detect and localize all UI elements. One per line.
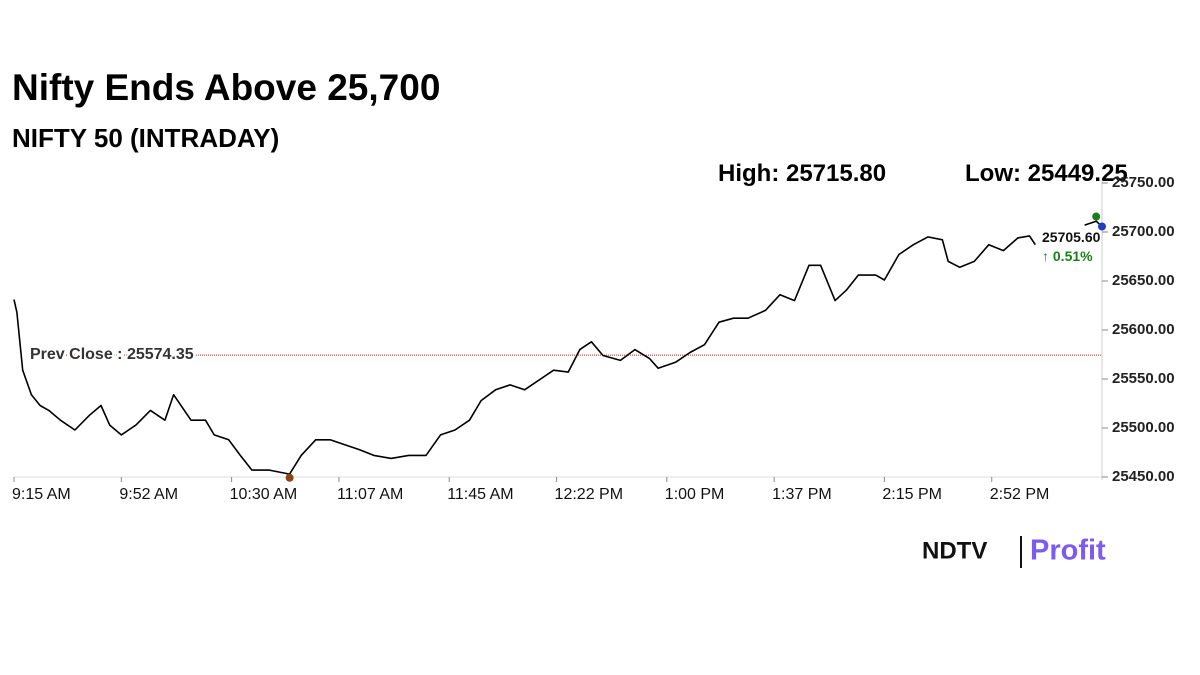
x-tick-label: 1:00 PM — [665, 486, 725, 503]
x-tick-label: 2:15 PM — [882, 486, 942, 503]
y-tick-label: 25600.00 — [1112, 321, 1175, 338]
x-tick-label: 11:07 AM — [337, 486, 403, 503]
last-marker — [1098, 222, 1106, 231]
brand-ndtv: NDTV — [922, 537, 987, 564]
y-tick-label: 25550.00 — [1112, 370, 1175, 387]
x-tick-label: 9:15 AM — [12, 486, 71, 503]
x-tick-label: 12:22 PM — [555, 486, 623, 503]
low-text: Low: 25449.25 — [965, 160, 1128, 187]
prev-close-label: Prev Close : — [30, 346, 122, 363]
y-tick-label: 25700.00 — [1112, 223, 1175, 240]
x-tick-label: 2:52 PM — [990, 486, 1050, 503]
y-tick-label: 25750.00 — [1112, 174, 1175, 191]
low-marker — [285, 473, 294, 482]
y-tick-label: 25500.00 — [1112, 419, 1175, 436]
chart-subtitle: NIFTY 50 (INTRADAY) — [12, 123, 279, 153]
high-value: 25715.80 — [786, 160, 886, 187]
change-value: ↑ 0.51% — [1042, 248, 1093, 264]
y-tick-label: 25650.00 — [1112, 272, 1175, 289]
last-value: 25705.60 — [1042, 229, 1101, 245]
high-label: High: — [718, 160, 779, 187]
prev-close-text: Prev Close : 25574.35 — [30, 346, 194, 363]
low-label: Low: — [965, 160, 1021, 187]
x-tick-label: 10:30 AM — [230, 486, 298, 503]
low-value: 25449.25 — [1028, 160, 1128, 187]
chart-title: Nifty Ends Above 25,700 — [12, 67, 440, 108]
brand-profit: Profit — [1030, 535, 1106, 567]
y-tick-label: 25450.00 — [1112, 468, 1175, 485]
prev-close-value: 25574.35 — [127, 346, 194, 363]
high-marker — [1092, 212, 1101, 221]
x-tick-label: 1:37 PM — [772, 486, 832, 503]
high-text: High: 25715.80 — [718, 160, 886, 187]
x-tick-label: 11:45 AM — [447, 486, 513, 503]
x-tick-label: 9:52 AM — [119, 486, 178, 503]
